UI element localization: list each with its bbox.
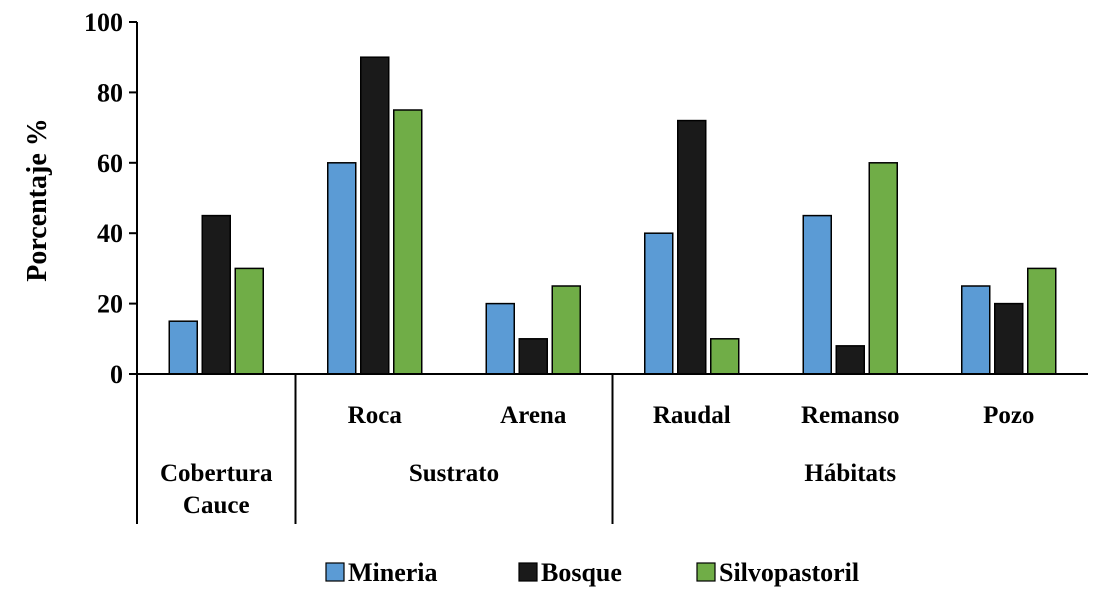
- bar-bosque-4: [835, 345, 865, 375]
- category-label: Remanso: [801, 402, 900, 429]
- legend-label-silvopastoril: Silvopastoril: [719, 558, 859, 587]
- bar-silvopastoril-0: [234, 267, 264, 375]
- bar-silvopastoril-4: [868, 162, 898, 375]
- legend-swatch-silvopastoril: [696, 562, 716, 582]
- bar-silvopastoril-5: [1027, 267, 1057, 375]
- category-label: Raudal: [653, 402, 731, 429]
- bar-bosque-3: [677, 119, 707, 375]
- bar-silvopastoril-1: [393, 109, 423, 375]
- legend-label-bosque: Bosque: [541, 558, 622, 587]
- legend-swatch-mineria: [325, 562, 345, 582]
- group-label: Cauce: [183, 492, 250, 519]
- y-axis: 0 20 40 60 80 100 Porcentaje %: [22, 8, 138, 389]
- y-tick-label: 100: [84, 8, 123, 37]
- group-label: Hábitats: [804, 460, 896, 487]
- bar-mineria-1: [327, 162, 357, 375]
- category-label: Arena: [500, 402, 567, 429]
- legend-swatch-bosque: [518, 562, 538, 582]
- bar-mineria-5: [961, 285, 991, 375]
- bar-bosque-1: [360, 56, 390, 375]
- y-tick-label: 60: [97, 149, 123, 178]
- y-tick-label: 80: [97, 78, 123, 107]
- bar-silvopastoril-2: [551, 285, 581, 375]
- y-axis-title: Porcentaje %: [22, 118, 53, 282]
- group-label: Sustrato: [409, 460, 499, 487]
- category-label: Roca: [348, 402, 403, 429]
- y-tick-label: 20: [97, 290, 123, 319]
- bar-mineria-0: [168, 320, 198, 375]
- bar-mineria-3: [644, 232, 674, 375]
- bar-bosque-5: [994, 302, 1024, 375]
- category-label: Pozo: [983, 402, 1034, 429]
- y-tick-label: 40: [97, 219, 123, 248]
- bar-mineria-4: [802, 214, 832, 375]
- legend-label-mineria: Mineria: [348, 558, 438, 587]
- legend: Mineria Bosque Silvopastoril: [325, 558, 859, 587]
- x-axis: Cobertura Cauce Sustrato Hábitats Roca Arena R…: [136, 373, 1088, 524]
- bars: [168, 56, 1057, 375]
- y-tick-label: 0: [110, 360, 123, 389]
- bar-mineria-2: [485, 302, 515, 375]
- bar-silvopastoril-3: [710, 338, 740, 375]
- bar-bosque-2: [518, 338, 548, 375]
- bar-bosque-0: [201, 214, 231, 375]
- group-label: Cobertura: [160, 460, 273, 487]
